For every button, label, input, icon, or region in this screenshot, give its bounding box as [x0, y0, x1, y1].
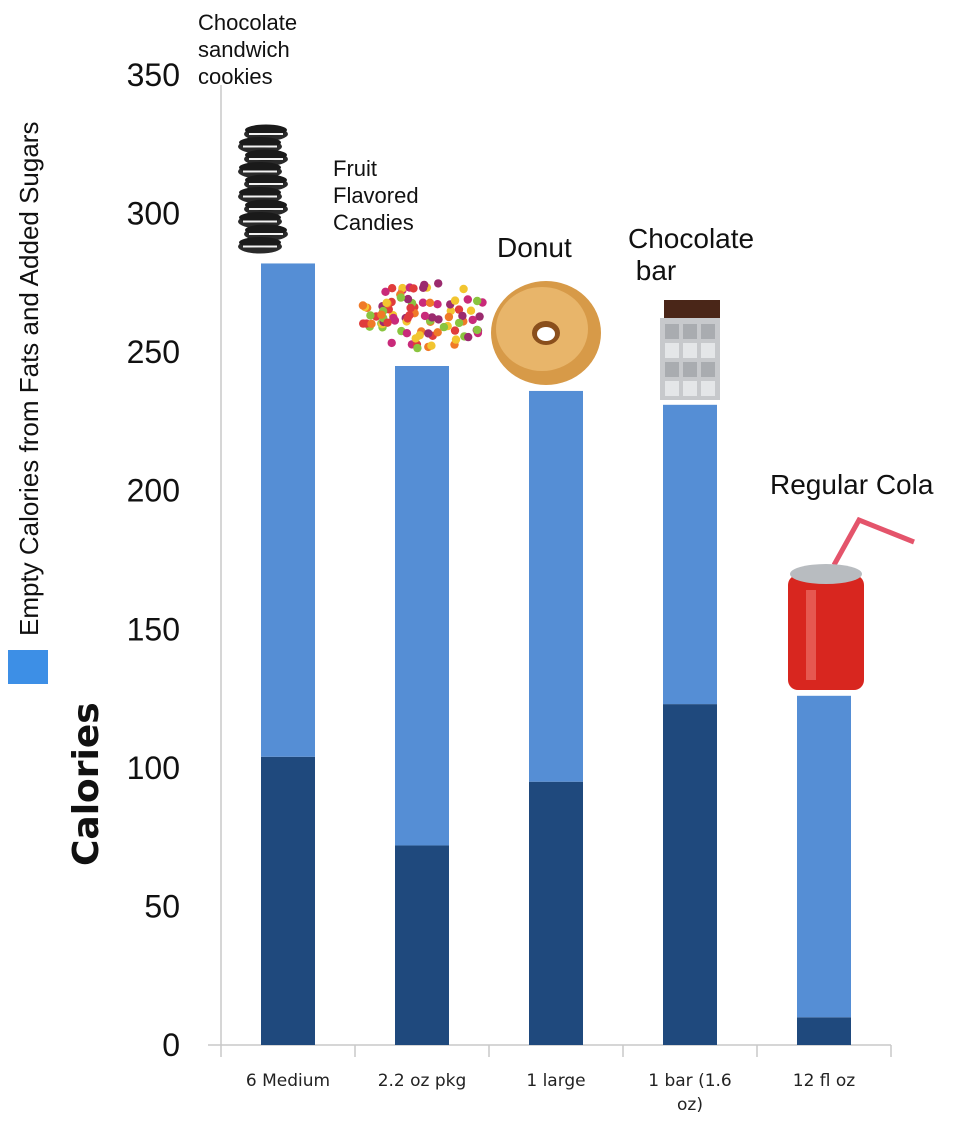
bar-base-segment: [797, 1017, 851, 1045]
soda-can-image: [788, 520, 914, 690]
y-tick-label: 350: [127, 57, 180, 93]
bar-empty-calories-segment: [529, 391, 583, 782]
y-tick-label: 100: [127, 750, 180, 786]
food-label: Chocolate bar: [628, 223, 754, 286]
bar-empty-calories-segment: [663, 405, 717, 704]
donut-image: [491, 281, 601, 385]
bar-base-segment: [663, 704, 717, 1045]
x-tick-label: 6 Medium: [246, 1071, 330, 1091]
food-label: Regular Cola: [770, 469, 934, 500]
y-axis: 0 50 100 150 200 250 300 350: [127, 57, 221, 1063]
y-tick-label: 0: [162, 1027, 180, 1063]
x-tick-label: 1 bar (1.6 oz): [648, 1071, 732, 1115]
x-tick-label: 2.2 oz pkg: [378, 1071, 467, 1091]
bar-empty-calories-segment: [261, 263, 315, 756]
legend-swatch: [8, 650, 48, 684]
y-tick-label: 50: [144, 888, 180, 924]
bar-empty-calories-segment: [797, 696, 851, 1017]
chocolate-bar-image: [660, 300, 720, 400]
y-tick-label: 150: [127, 611, 180, 647]
y-tick-label: 200: [127, 473, 180, 509]
y-tick-label: 250: [127, 334, 180, 370]
legend-label: Empty Calories from Fats and Added Sugar…: [14, 122, 44, 636]
food-label: Donut: [497, 232, 572, 263]
y-axis-title: Calories: [66, 702, 107, 866]
bar-base-segment: [395, 845, 449, 1045]
x-axis: 6 Medium 2.2 oz pkg 1 large 1 bar (1.6 oz) 12…: [208, 1045, 891, 1115]
cookie-stack-image: [238, 125, 288, 254]
bar-base-segment: [261, 757, 315, 1045]
candy-pile-image: [359, 279, 487, 352]
x-tick-label: 12 fl oz: [793, 1071, 856, 1091]
bar-base-segment: [529, 782, 583, 1045]
x-tick-label: 1 large: [526, 1071, 585, 1091]
food-label: Fruit Flavored Candies: [333, 156, 419, 235]
y-tick-label: 300: [127, 196, 180, 232]
food-label: Chocolate sandwich cookies: [198, 10, 297, 89]
bar-empty-calories-segment: [395, 366, 449, 845]
